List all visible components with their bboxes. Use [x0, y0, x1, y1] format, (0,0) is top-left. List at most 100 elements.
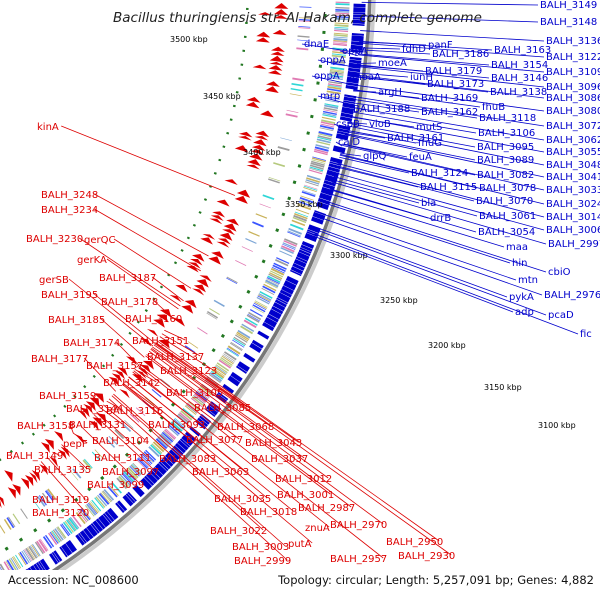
- forward-gene-label[interactable]: iunH: [410, 72, 433, 83]
- forward-gene-label[interactable]: feuA: [409, 152, 432, 163]
- reverse-gene-label[interactable]: putA: [288, 539, 312, 550]
- forward-gene-label[interactable]: BALH_3041: [546, 172, 600, 183]
- forward-gene-label[interactable]: BALH_3162: [421, 107, 478, 118]
- forward-gene-label[interactable]: maa: [506, 242, 528, 253]
- reverse-gene-label[interactable]: BALH_3234: [41, 205, 98, 216]
- forward-gene-label[interactable]: BALH_3024: [546, 199, 600, 210]
- forward-gene-label[interactable]: BALH_3186: [432, 49, 489, 60]
- forward-gene-label[interactable]: fhuG: [418, 138, 442, 149]
- forward-gene-label[interactable]: BALH_3148: [540, 17, 597, 28]
- reverse-gene-label[interactable]: BALH_3018: [240, 507, 297, 518]
- reverse-gene-label[interactable]: BALH_3135: [34, 465, 91, 476]
- reverse-gene-label[interactable]: BALH_2987: [298, 503, 355, 514]
- forward-gene-label[interactable]: dnaE: [304, 39, 329, 50]
- reverse-gene-label[interactable]: BALH_3022: [210, 526, 267, 537]
- forward-gene-label[interactable]: moeA: [378, 58, 407, 69]
- forward-gene-label[interactable]: mtn: [518, 275, 538, 286]
- forward-gene-label[interactable]: oppA: [314, 71, 340, 82]
- reverse-gene-label[interactable]: BALH_3012: [275, 474, 332, 485]
- forward-gene-label[interactable]: BALH_3070: [476, 196, 533, 207]
- reverse-gene-label[interactable]: BALH_3104: [92, 436, 149, 447]
- reverse-gene-label[interactable]: BALH_3142: [103, 378, 160, 389]
- reverse-gene-label[interactable]: BALH_3149: [6, 451, 63, 462]
- forward-gene-label[interactable]: bla: [421, 198, 436, 209]
- forward-gene-label[interactable]: panF: [428, 40, 453, 51]
- reverse-gene-label[interactable]: gerKA: [77, 255, 107, 266]
- reverse-gene-label[interactable]: gerQC: [84, 235, 115, 246]
- reverse-gene-label[interactable]: BALH_3159: [39, 391, 96, 402]
- reverse-gene-label[interactable]: BALH_2957: [330, 554, 387, 565]
- reverse-gene-label[interactable]: pepF: [63, 439, 88, 450]
- reverse-gene-label[interactable]: BALH_3077: [186, 435, 243, 446]
- forward-gene-label[interactable]: pykA: [509, 292, 534, 303]
- forward-gene-label[interactable]: BALH_3048: [546, 160, 600, 171]
- reverse-gene-label[interactable]: BALH_2930: [398, 551, 455, 562]
- forward-gene-label[interactable]: BALH_3055: [546, 147, 600, 158]
- forward-gene-label[interactable]: BALH_3080: [546, 106, 600, 117]
- forward-gene-label[interactable]: BALH_3136: [546, 36, 600, 47]
- forward-gene-label[interactable]: BALH_3062: [546, 135, 600, 146]
- reverse-gene-label[interactable]: BALH_3187: [99, 273, 156, 284]
- reverse-gene-label[interactable]: BALH_3068: [217, 422, 274, 433]
- forward-gene-label[interactable]: fic: [580, 329, 592, 340]
- forward-gene-label[interactable]: fdhD: [402, 44, 426, 55]
- reverse-gene-label[interactable]: kinA: [37, 122, 59, 133]
- forward-gene-label[interactable]: BALH_3115: [420, 182, 477, 193]
- reverse-gene-label[interactable]: BALH_3120: [32, 508, 89, 519]
- forward-gene-label[interactable]: BALH_3014: [546, 212, 600, 223]
- forward-gene-label[interactable]: fhuB: [482, 102, 505, 113]
- forward-gene-label[interactable]: BALH_3078: [479, 183, 536, 194]
- forward-gene-label[interactable]: BALH_3188: [353, 104, 410, 115]
- reverse-gene-label[interactable]: BALH_2950: [386, 537, 443, 548]
- forward-gene-label[interactable]: BALH_3146: [491, 73, 548, 84]
- forward-gene-label[interactable]: glpQ: [363, 151, 386, 162]
- reverse-gene-label[interactable]: BALH_3116: [106, 406, 163, 417]
- reverse-gene-label[interactable]: BALH_2999: [234, 556, 291, 567]
- forward-gene-label[interactable]: adp: [515, 307, 534, 318]
- forward-gene-label[interactable]: BALH_3106: [478, 128, 535, 139]
- forward-gene-label[interactable]: BALH_3006: [546, 225, 600, 236]
- forward-gene-label[interactable]: mrp: [320, 91, 340, 102]
- reverse-gene-label[interactable]: BALH_3037: [251, 454, 308, 465]
- forward-gene-label[interactable]: cspB: [336, 119, 360, 130]
- reverse-gene-label[interactable]: BALH_3099: [87, 480, 144, 491]
- forward-gene-label[interactable]: cbiO: [548, 267, 571, 278]
- reverse-gene-label[interactable]: BALH_3158: [17, 421, 74, 432]
- forward-gene-label[interactable]: hin: [512, 258, 527, 269]
- forward-gene-label[interactable]: mutS: [416, 122, 442, 133]
- forward-gene-label[interactable]: BALH_3086: [546, 93, 600, 104]
- forward-gene-label[interactable]: BALH_3095: [477, 142, 534, 153]
- forward-gene-label[interactable]: pcaD: [548, 310, 574, 321]
- reverse-gene-label[interactable]: BALH_3157: [86, 361, 143, 372]
- reverse-gene-label[interactable]: BALH_3248: [41, 190, 98, 201]
- forward-gene-label[interactable]: caiD: [338, 137, 360, 148]
- forward-gene-label[interactable]: BALH_3138: [490, 87, 547, 98]
- reverse-gene-label[interactable]: BALH_3177: [31, 354, 88, 365]
- forward-gene-label[interactable]: BALH_3118: [479, 113, 536, 124]
- forward-gene-label[interactable]: vioB: [369, 119, 391, 130]
- reverse-gene-label[interactable]: znuA: [305, 523, 330, 534]
- reverse-gene-label[interactable]: BALH_2970: [330, 520, 387, 531]
- reverse-gene-label[interactable]: BALH_3230: [26, 234, 83, 245]
- reverse-gene-label[interactable]: BALH_3093: [148, 420, 205, 431]
- forward-gene-label[interactable]: BALH_3054: [478, 227, 535, 238]
- reverse-gene-label[interactable]: BALH_3001: [277, 490, 334, 501]
- forward-gene-label[interactable]: BALH_3173: [427, 79, 484, 90]
- reverse-gene-label[interactable]: BALH_3195: [41, 290, 98, 301]
- reverse-gene-label[interactable]: BALH_3174: [63, 338, 120, 349]
- reverse-gene-label[interactable]: BALH_3111: [94, 453, 151, 464]
- forward-gene-label[interactable]: argH: [378, 87, 402, 98]
- forward-gene-label[interactable]: BALH_3061: [479, 211, 536, 222]
- reverse-gene-label[interactable]: gerSB: [39, 275, 69, 286]
- reverse-gene-label[interactable]: BALH_3144: [66, 404, 123, 415]
- reverse-gene-label[interactable]: BALH_3105: [166, 388, 223, 399]
- reverse-gene-label[interactable]: BALH_3097: [102, 467, 159, 478]
- reverse-gene-label[interactable]: BALH_3003: [232, 542, 289, 553]
- forward-gene-label[interactable]: drrB: [430, 213, 451, 224]
- forward-gene-label[interactable]: BALH_3109: [546, 67, 600, 78]
- forward-gene-label[interactable]: BALH_3072: [546, 121, 600, 132]
- forward-gene-label[interactable]: BALH_3163: [494, 45, 551, 56]
- forward-gene-label[interactable]: BALH_3149: [540, 0, 597, 11]
- forward-gene-label[interactable]: BALH_3169: [421, 93, 478, 104]
- forward-gene-label[interactable]: BALH_3089: [477, 155, 534, 166]
